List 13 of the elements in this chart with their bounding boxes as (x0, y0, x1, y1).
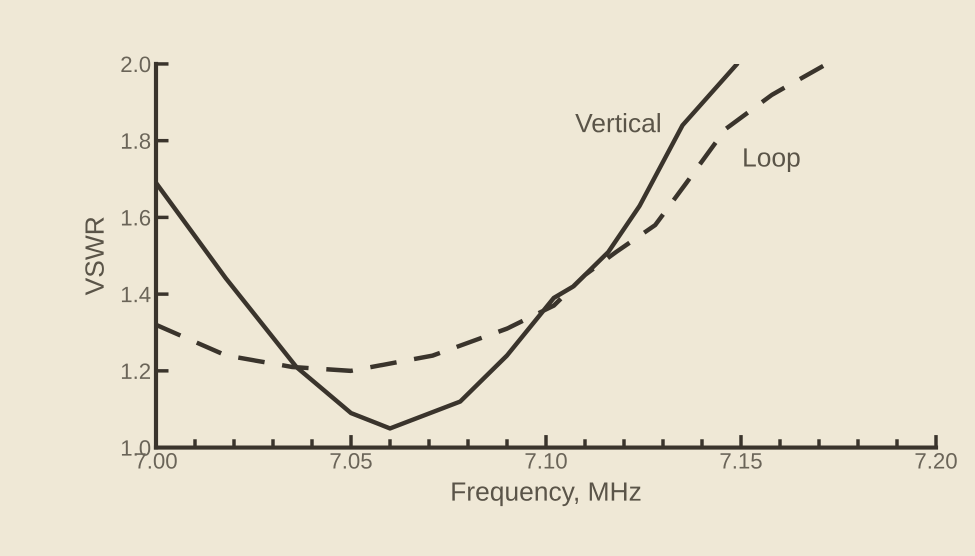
x-tick-label: 7.05 (330, 453, 372, 469)
x-tick-label: 7.20 (916, 453, 957, 469)
y-tick-label: 1.6 (122, 210, 150, 226)
y-tick-label: 2.0 (121, 56, 150, 72)
series-label: Loop (744, 148, 800, 172)
series-label: Vertical (575, 113, 660, 132)
x-tick-label: 7.10 (526, 453, 567, 469)
y-tick-label: 1.4 (122, 286, 150, 302)
y-axis-title: VSWR (85, 217, 104, 296)
y-tick-label: 1.2 (122, 363, 150, 379)
x-tick-label: 7.15 (720, 453, 762, 469)
y-tick-label: 1.8 (122, 133, 150, 149)
x-axis-title: Frequency, MHz (452, 482, 641, 506)
